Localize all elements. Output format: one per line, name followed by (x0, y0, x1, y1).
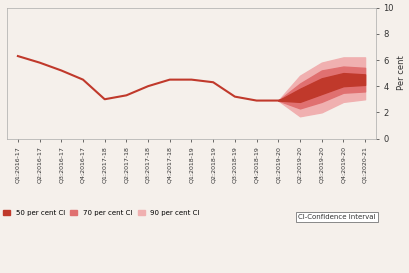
Y-axis label: Per cent: Per cent (396, 56, 405, 90)
Legend: 50 per cent CI, 70 per cent CI, 90 per cent CI: 50 per cent CI, 70 per cent CI, 90 per c… (3, 210, 199, 216)
Text: CI-Confidence Interval: CI-Confidence Interval (298, 213, 375, 219)
